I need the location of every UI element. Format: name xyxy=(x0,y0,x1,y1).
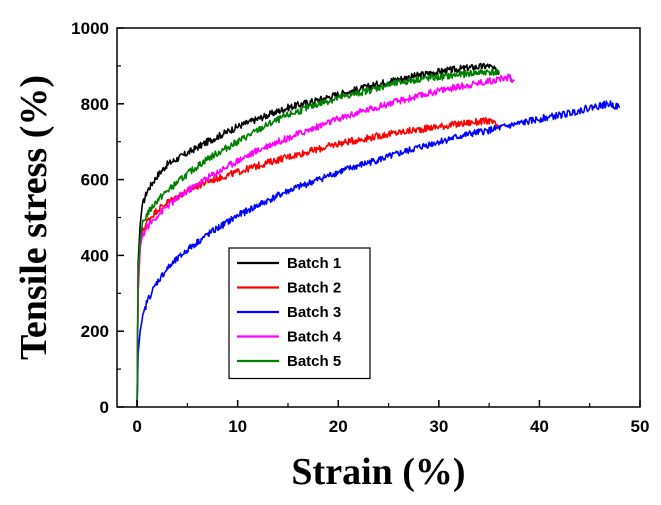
legend-label: Batch 5 xyxy=(287,353,341,370)
legend: Batch 1 Batch 2 Batch 3 Batch 4 Batch 5 xyxy=(228,247,371,380)
y-axis-ticks: 0 200 400 600 800 1000 xyxy=(71,19,124,417)
series-line-batch-1 xyxy=(136,62,500,408)
x-tick-label: 10 xyxy=(228,417,247,436)
legend-label: Batch 3 xyxy=(287,304,341,321)
legend-box xyxy=(228,247,371,380)
y-axis-title: Tensile stress (%) xyxy=(13,75,55,360)
x-tick-label: 0 xyxy=(132,417,141,436)
series-line-batch-4 xyxy=(136,73,515,408)
series-line-batch-5 xyxy=(136,68,500,408)
y-tick-label: 600 xyxy=(81,171,109,190)
x-axis-title: Strain (%) xyxy=(291,451,465,493)
x-tick-label: 30 xyxy=(429,417,448,436)
x-tick-label: 50 xyxy=(631,417,650,436)
y-tick-label: 200 xyxy=(81,322,109,341)
legend-label: Batch 1 xyxy=(287,255,341,272)
y-tick-label: 400 xyxy=(81,246,109,265)
legend-label: Batch 4 xyxy=(287,329,342,346)
x-axis-ticks: 0 10 20 30 40 50 xyxy=(132,400,649,436)
y-tick-label: 800 xyxy=(81,95,109,114)
series-line-batch-3 xyxy=(136,100,621,408)
series-layer xyxy=(136,62,621,408)
x-tick-label: 40 xyxy=(530,417,549,436)
legend-label: Batch 2 xyxy=(287,280,341,297)
y-tick-label: 0 xyxy=(100,398,109,417)
y-tick-label: 1000 xyxy=(71,19,109,38)
x-tick-label: 20 xyxy=(329,417,348,436)
